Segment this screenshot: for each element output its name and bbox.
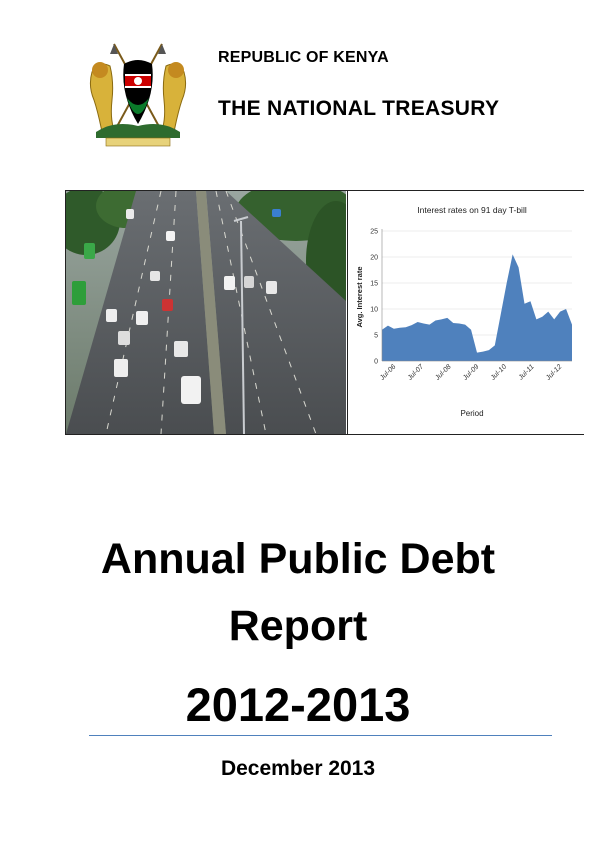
chart-x-tick-label: Jul-10 <box>489 363 508 382</box>
chart-x-axis-label: Period <box>460 409 483 418</box>
header-country: REPUBLIC OF KENYA <box>218 49 389 66</box>
tbill-chart: Interest rates on 91 day T-bill Avg. Int… <box>347 191 584 434</box>
divider-rule <box>89 735 552 736</box>
hero-image: Interest rates on 91 day T-bill Avg. Int… <box>52 181 584 435</box>
chart-x-tick-label: Jul-11 <box>517 363 536 382</box>
chart-x-tick-label: Jul-07 <box>406 363 426 383</box>
header-ministry: THE NATIONAL TREASURY <box>218 97 500 120</box>
chart-x-tick-label: Jul-06 <box>378 363 397 382</box>
report-title-line1: Annual Public Debt <box>100 535 496 583</box>
chart-title: Interest rates on 91 day T-bill <box>417 205 527 215</box>
chart-x-tick-label: Jul-12 <box>544 363 563 382</box>
report-date: December 2013 <box>220 757 376 780</box>
coat-of-arms-logo <box>84 42 192 150</box>
chart-y-tick-label: 25 <box>370 229 378 236</box>
chart-x-tick-label: Jul-09 <box>461 363 480 382</box>
chart-series-area <box>382 254 572 361</box>
highway-photo <box>52 181 366 435</box>
chart-y-tick-label: 20 <box>370 255 378 262</box>
chart-y-axis-label: Avg. Interest rate <box>355 267 364 328</box>
chart-y-tick-label: 0 <box>374 359 378 366</box>
chart-y-tick-label: 15 <box>370 281 378 288</box>
chart-y-tick-label: 10 <box>370 307 378 314</box>
chart-x-tick-label: Jul-08 <box>434 363 453 382</box>
report-year: 2012-2013 <box>185 678 411 731</box>
chart-y-tick-label: 5 <box>374 333 378 340</box>
report-title-line2: Report <box>228 602 368 650</box>
